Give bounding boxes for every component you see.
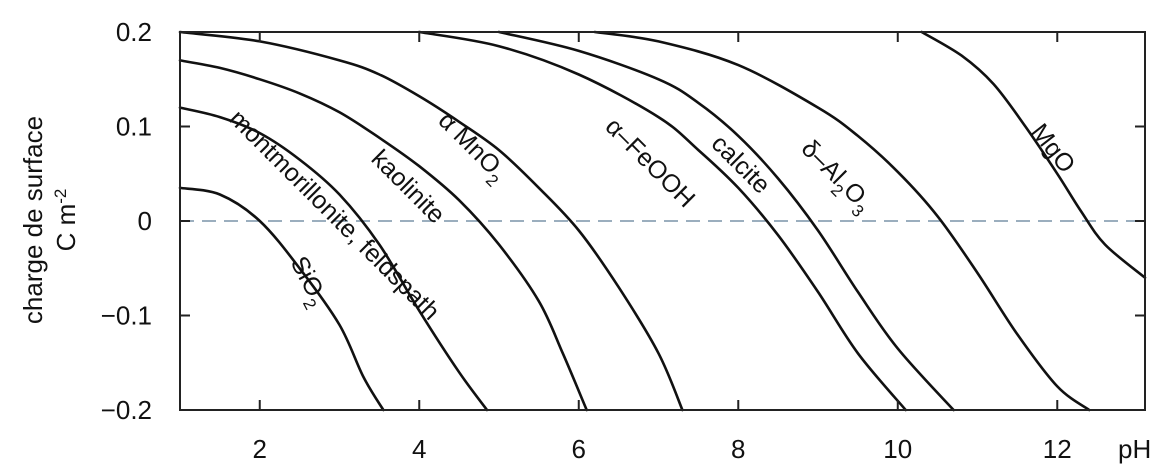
y-axis-unit-exponent: -2 (51, 189, 70, 204)
y-axis-title: charge de surface C m-2 (18, 116, 81, 324)
y-tick-label: −0.1 (101, 301, 152, 331)
x-tick-label: 6 (572, 434, 586, 464)
series-line-kaolinite (178, 59, 588, 412)
series-line-feooh (418, 30, 907, 412)
y-tick-label: 0 (138, 206, 152, 236)
x-axis-title: pH (1118, 434, 1151, 464)
x-tick-label: 2 (253, 434, 267, 464)
tick-layer: 2 4 6 8 10 12 0.2 0.1 0 −0.1 −0.2 (101, 17, 1145, 464)
series-line-sio2 (178, 186, 385, 412)
series-line-calcite (497, 30, 955, 412)
series-label-montmorillonite-feldspath: montmorillonite, feldspath (224, 104, 445, 325)
x-tick-label: 10 (883, 434, 912, 464)
series-line-montmorillonite-feldspath (178, 106, 489, 412)
x-tick-label: 12 (1043, 434, 1072, 464)
series-line-al2o3 (593, 30, 1091, 412)
x-tick-label: 8 (731, 434, 745, 464)
series-label-al2o3: δ–Al2O3 (792, 134, 879, 221)
y-tick-label: 0.1 (116, 112, 152, 142)
series-layer (178, 30, 1147, 412)
series-label-mgo: MgO (1025, 118, 1080, 178)
y-axis-unit: C m (51, 204, 81, 252)
series-line-mno2 (178, 30, 684, 412)
series-label-mno2: α MnO2 (429, 106, 513, 190)
x-tick-label: 4 (412, 434, 426, 464)
y-tick-label: 0.2 (116, 17, 152, 47)
y-axis-title-line1: charge de surface (18, 116, 48, 324)
series-line-mgo (920, 30, 1147, 279)
y-tick-label: −0.2 (101, 395, 152, 425)
series-label-feooh: α–FeOOH (600, 112, 701, 213)
y-axis-title-line2: C m-2 (51, 189, 81, 252)
